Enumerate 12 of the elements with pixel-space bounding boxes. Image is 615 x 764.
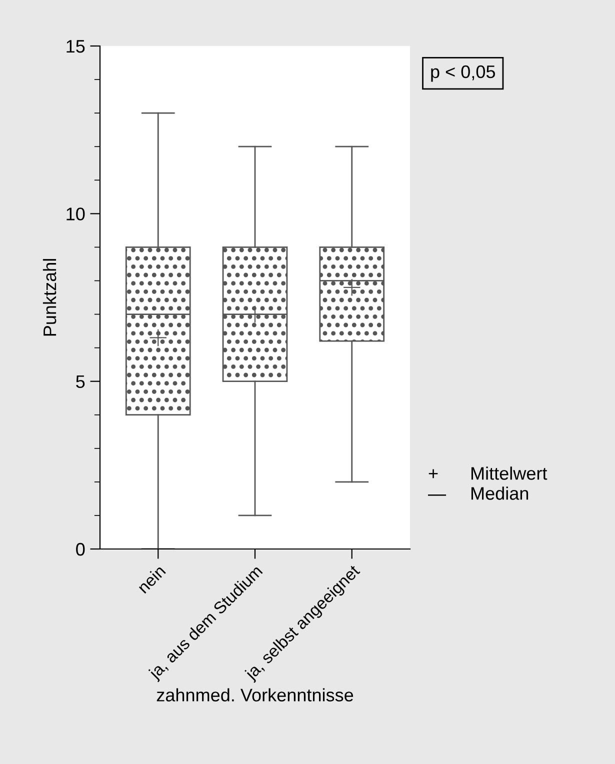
y-axis-title: Punktzahl [42, 259, 56, 336]
text: + [428, 469, 438, 478]
text: p < 0,05 [431, 65, 496, 82]
y-tick-label: 15 [66, 40, 85, 53]
text: Mittelwert [471, 466, 548, 480]
text: — [428, 494, 446, 496]
y-tick-label: 10 [66, 208, 85, 220]
text: Median [471, 486, 528, 500]
x-axis-title: zahnmed. Vorkenntnisse [156, 688, 354, 702]
y-tick-label: 5 [76, 375, 85, 388]
x-tick-label: nein [136, 564, 166, 594]
y-tick-label: 0 [76, 542, 85, 556]
